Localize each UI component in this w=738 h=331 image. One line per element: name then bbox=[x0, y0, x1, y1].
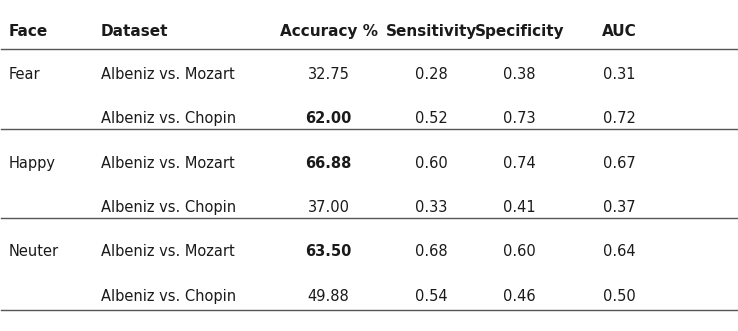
Text: Albeniz vs. Mozart: Albeniz vs. Mozart bbox=[100, 156, 235, 171]
Text: 66.88: 66.88 bbox=[306, 156, 352, 171]
Text: 0.46: 0.46 bbox=[503, 289, 536, 304]
Text: Specificity: Specificity bbox=[475, 24, 565, 39]
Text: 0.72: 0.72 bbox=[602, 111, 635, 126]
Text: 0.64: 0.64 bbox=[603, 244, 635, 259]
Text: Albeniz vs. Chopin: Albeniz vs. Chopin bbox=[100, 200, 235, 215]
Text: 0.31: 0.31 bbox=[603, 67, 635, 82]
Text: 0.33: 0.33 bbox=[415, 200, 448, 215]
Text: 0.50: 0.50 bbox=[603, 289, 635, 304]
Text: Albeniz vs. Mozart: Albeniz vs. Mozart bbox=[100, 244, 235, 259]
Text: AUC: AUC bbox=[601, 24, 636, 39]
Text: 0.54: 0.54 bbox=[415, 289, 448, 304]
Text: 0.73: 0.73 bbox=[503, 111, 536, 126]
Text: 0.68: 0.68 bbox=[415, 244, 448, 259]
Text: 0.41: 0.41 bbox=[503, 200, 536, 215]
Text: 0.38: 0.38 bbox=[503, 67, 536, 82]
Text: Fear: Fear bbox=[9, 67, 41, 82]
Text: 32.75: 32.75 bbox=[308, 67, 350, 82]
Text: Accuracy %: Accuracy % bbox=[280, 24, 378, 39]
Text: 0.74: 0.74 bbox=[503, 156, 536, 171]
Text: Face: Face bbox=[9, 24, 48, 39]
Text: 62.00: 62.00 bbox=[306, 111, 352, 126]
Text: Happy: Happy bbox=[9, 156, 56, 171]
Text: 0.28: 0.28 bbox=[415, 67, 448, 82]
Text: Neuter: Neuter bbox=[9, 244, 59, 259]
Text: 0.52: 0.52 bbox=[415, 111, 448, 126]
Text: 37.00: 37.00 bbox=[308, 200, 350, 215]
Text: 0.60: 0.60 bbox=[503, 244, 536, 259]
Text: 63.50: 63.50 bbox=[306, 244, 352, 259]
Text: 0.60: 0.60 bbox=[415, 156, 448, 171]
Text: Albeniz vs. Chopin: Albeniz vs. Chopin bbox=[100, 111, 235, 126]
Text: 49.88: 49.88 bbox=[308, 289, 349, 304]
Text: Dataset: Dataset bbox=[100, 24, 168, 39]
Text: 0.67: 0.67 bbox=[603, 156, 635, 171]
Text: Albeniz vs. Mozart: Albeniz vs. Mozart bbox=[100, 67, 235, 82]
Text: Sensitivity: Sensitivity bbox=[386, 24, 477, 39]
Text: 0.37: 0.37 bbox=[603, 200, 635, 215]
Text: Albeniz vs. Chopin: Albeniz vs. Chopin bbox=[100, 289, 235, 304]
